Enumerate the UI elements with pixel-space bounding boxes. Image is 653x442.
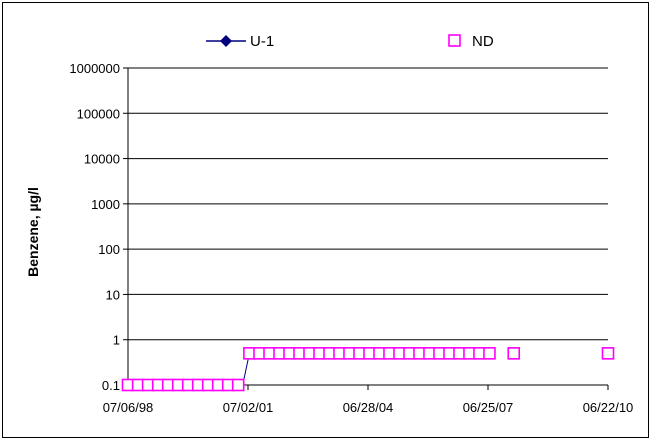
y-axis-label: Benzene, µg/l — [25, 187, 41, 277]
y-tick-label: 1000000 — [69, 61, 120, 76]
y-tick-label: 100000 — [77, 106, 120, 121]
chart-frame — [2, 2, 649, 438]
x-tick-label: 06/28/04 — [343, 400, 394, 415]
y-tick-label: 10 — [106, 287, 120, 302]
legend-label-nd: ND — [472, 33, 494, 50]
nd-point — [231, 378, 245, 392]
x-tick-label: 06/22/10 — [583, 400, 634, 415]
x-tick-label: 07/06/98 — [103, 400, 154, 415]
nd-point — [601, 347, 615, 360]
data-marks — [121, 347, 615, 392]
tick-labels: 0.1 1 10 100 1000 10000 100000 1000000 07/06/98 0… — [69, 61, 633, 415]
y-tick-label: 0.1 — [102, 378, 120, 393]
y-tick-label: 10000 — [84, 152, 120, 167]
x-tick-label: 07/02/01 — [223, 400, 274, 415]
legend-label-u1: U-1 — [250, 33, 274, 50]
nd-point — [483, 347, 496, 360]
legend-square-icon — [448, 34, 461, 47]
y-tick-label: 1000 — [91, 197, 120, 212]
y-tick-label: 1 — [113, 333, 120, 348]
legend: U-1 ND — [206, 33, 494, 50]
nd-point — [507, 347, 521, 360]
legend-diamond-icon — [220, 35, 232, 47]
x-tick-label: 06/25/07 — [463, 400, 514, 415]
gridlines — [128, 67, 608, 341]
axes — [123, 67, 609, 390]
y-tick-label: 100 — [98, 242, 120, 257]
